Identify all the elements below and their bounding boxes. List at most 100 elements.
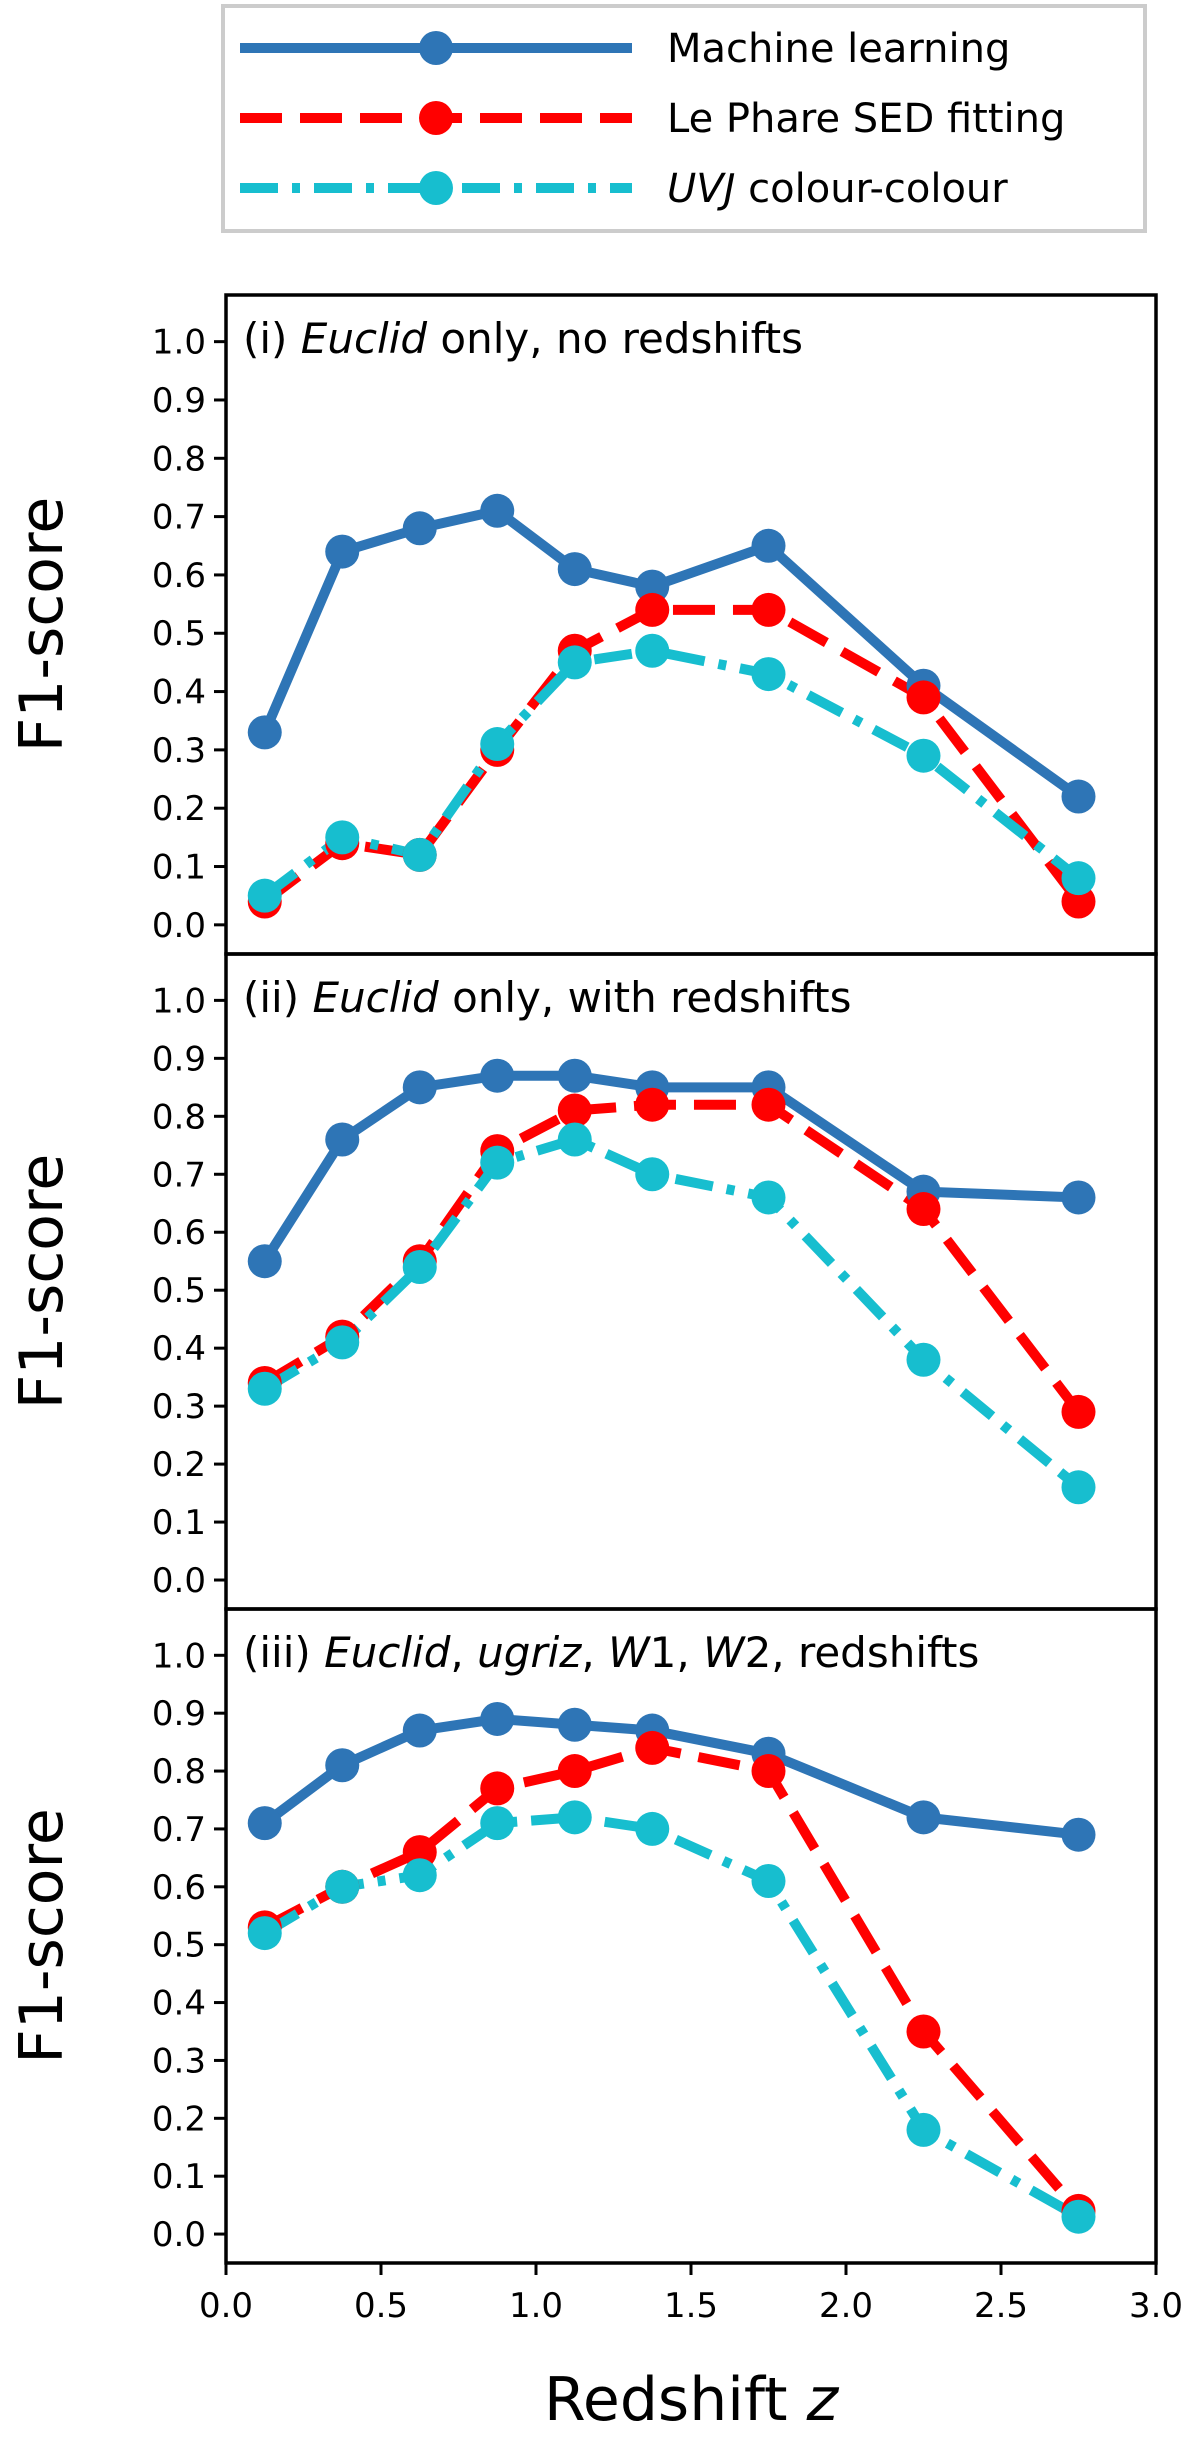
x-axis: 0.0 0.5 1.0 1.5 2.0 2.5 3.0 Redshift z — [199, 2263, 1183, 2435]
data-point-machine-learning — [480, 493, 515, 528]
series-line-uvj-colour-colour — [262, 1812, 1081, 2222]
data-point-le-phare-sed-fitting — [635, 592, 670, 627]
data-point-uvj-colour-colour — [480, 1145, 515, 1180]
data-point-machine-learning — [402, 511, 437, 546]
data-point-uvj-colour-colour — [247, 1371, 282, 1406]
y-tick-label: 0.9 — [152, 1039, 206, 1079]
data-point-uvj-colour-colour — [1061, 2199, 1096, 2234]
panel-title-1: (i) Euclid only, no redshifts — [243, 314, 803, 363]
data-point-uvj-colour-colour — [325, 1869, 360, 1904]
y-tick-label: 0.5 — [152, 614, 206, 654]
y-tick-label: 0.8 — [152, 1752, 206, 1792]
y-axis-title: F1-score — [7, 1154, 77, 1410]
data-point-uvj-colour-colour — [751, 1864, 786, 1899]
data-point-machine-learning — [557, 1058, 592, 1093]
data-point-machine-learning — [325, 534, 360, 569]
data-point-uvj-colour-colour — [635, 633, 670, 668]
data-point-machine-learning — [247, 1806, 282, 1841]
data-point-uvj-colour-colour — [557, 1122, 592, 1157]
x-tick-label: 0.5 — [354, 2286, 408, 2326]
y-tick-label: 0.1 — [152, 2157, 206, 2197]
data-point-machine-learning — [480, 1701, 515, 1736]
y-tick-label: 0.5 — [152, 1271, 206, 1311]
data-point-le-phare-sed-fitting — [1061, 1394, 1096, 1429]
data-point-machine-learning — [480, 1058, 515, 1093]
data-point-machine-learning — [906, 1800, 941, 1835]
data-point-machine-learning — [557, 552, 592, 587]
series-line-le-phare-sed-fitting — [262, 1742, 1083, 2215]
series-line-le-phare-sed-fitting — [262, 1099, 1083, 1415]
y-axis-title: F1-score — [7, 497, 77, 753]
panel-title-2: (ii) Euclid only, with redshifts — [243, 973, 851, 1022]
data-point-uvj-colour-colour — [906, 2112, 941, 2147]
y-tick-label: 0.6 — [152, 556, 206, 596]
y-tick-label: 0.4 — [152, 1984, 206, 2024]
y-tick-label: 0.7 — [152, 1810, 206, 1850]
legend-label-1: Machine learning — [667, 26, 1010, 72]
x-axis-title: Redshift z — [544, 2365, 840, 2435]
data-point-uvj-colour-colour — [402, 1858, 437, 1893]
y-tick-label: 0.9 — [152, 381, 206, 421]
y-tick-label: 0.0 — [152, 2215, 206, 2255]
data-point-le-phare-sed-fitting — [480, 1771, 515, 1806]
data-point-le-phare-sed-fitting — [751, 1087, 786, 1122]
y-tick-label: 0.0 — [152, 1561, 206, 1601]
y-tick-label: 0.3 — [152, 731, 206, 771]
data-point-machine-learning — [402, 1713, 437, 1748]
panel-title-3: (iii) Euclid, ugriz, W1, W2, redshifts — [243, 1628, 979, 1677]
legend-marker-2 — [419, 101, 453, 135]
data-point-machine-learning — [1061, 1817, 1096, 1852]
data-point-uvj-colour-colour — [325, 1325, 360, 1360]
legend: Machine learning Le Phare SED fitting UVJ … — [221, 4, 1147, 233]
legend-marker-1 — [419, 31, 453, 65]
data-point-le-phare-sed-fitting — [751, 1754, 786, 1789]
data-point-uvj-colour-colour — [751, 1180, 786, 1215]
data-point-uvj-colour-colour — [906, 738, 941, 773]
data-point-uvj-colour-colour — [906, 1342, 941, 1377]
series-line-machine-learning — [261, 1713, 1080, 1840]
y-tick-label: 1.0 — [152, 1636, 206, 1676]
x-tick-label: 3.0 — [1129, 2286, 1183, 2326]
y-tick-label: 0.2 — [152, 789, 206, 829]
data-point-machine-learning — [1061, 1180, 1096, 1215]
x-tick-label: 2.5 — [974, 2286, 1028, 2326]
y-tick-label: 0.1 — [152, 848, 206, 888]
legend-marker-3 — [419, 171, 453, 205]
data-point-le-phare-sed-fitting — [906, 680, 941, 715]
y-tick-label: 0.1 — [152, 1503, 206, 1543]
data-point-le-phare-sed-fitting — [557, 1754, 592, 1789]
data-point-le-phare-sed-fitting — [635, 1730, 670, 1765]
y-tick-label: 0.0 — [152, 906, 206, 946]
y-tick-label: 0.2 — [152, 2099, 206, 2139]
data-point-le-phare-sed-fitting — [1061, 884, 1096, 919]
panel-frame — [224, 293, 1158, 956]
data-point-uvj-colour-colour — [325, 820, 360, 855]
y-tick-label: 0.2 — [152, 1445, 206, 1485]
data-point-le-phare-sed-fitting — [751, 592, 786, 627]
data-point-le-phare-sed-fitting — [635, 1087, 670, 1122]
data-point-machine-learning — [325, 1748, 360, 1783]
y-tick-label: 0.6 — [152, 1213, 206, 1253]
data-point-le-phare-sed-fitting — [906, 2014, 941, 2049]
y-tick-label: 0.7 — [152, 1155, 206, 1195]
data-point-uvj-colour-colour — [635, 1811, 670, 1846]
legend-label-3: UVJ colour-colour — [667, 166, 1008, 212]
data-point-uvj-colour-colour — [480, 1806, 515, 1841]
panel-3: 0.0 0.1 0.2 0.3 0.4 0.5 0.6 0.7 0.8 0.9 1.0 F1-scor… — [7, 1607, 1158, 2265]
data-point-machine-learning — [557, 1707, 592, 1742]
data-point-le-phare-sed-fitting — [906, 1192, 941, 1227]
data-point-uvj-colour-colour — [247, 1916, 282, 1951]
x-tick-label: 1.5 — [664, 2286, 718, 2326]
data-point-machine-learning — [247, 715, 282, 750]
series-line-uvj-colour-colour — [262, 1134, 1082, 1492]
y-tick-label: 0.4 — [152, 1329, 206, 1369]
panel-1: 0.0 0.1 0.2 0.3 0.4 0.5 0.6 0.7 0.8 0.9 1.0 F1-scor… — [7, 293, 1158, 956]
y-tick-label: 0.3 — [152, 2041, 206, 2081]
data-point-uvj-colour-colour — [557, 645, 592, 680]
y-tick-label: 1.0 — [152, 323, 206, 363]
data-point-le-phare-sed-fitting — [557, 1093, 592, 1128]
panel-frame — [224, 952, 1158, 1611]
y-tick-label: 0.9 — [152, 1694, 206, 1734]
data-point-uvj-colour-colour — [557, 1800, 592, 1835]
y-tick-label: 1.0 — [152, 981, 206, 1021]
